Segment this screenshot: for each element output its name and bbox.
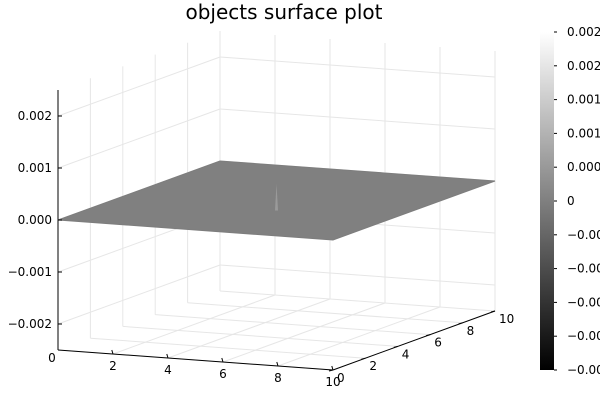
y-tick-label: 2: [369, 359, 377, 373]
y-tick-label: 4: [402, 347, 410, 361]
colorbar-tick-label: −0.0015: [567, 295, 600, 309]
floor-grid-line: [219, 290, 496, 312]
x-tick-mark: [331, 365, 334, 371]
x-axis-line: [57, 349, 334, 371]
y-tick-label: 6: [434, 336, 442, 350]
x-tick-label: 4: [164, 363, 172, 377]
y-tick-mark: [458, 322, 463, 325]
y-tick-mark: [361, 357, 366, 360]
colorbar-tick-label: −0.0005: [567, 228, 600, 242]
y-tick-label: 8: [467, 324, 475, 338]
back-wall-grid-line: [219, 56, 496, 78]
x-tick-label: 10: [325, 375, 340, 389]
y-tick-mark: [393, 345, 398, 348]
z-tick-label: 0.000: [18, 213, 52, 227]
back-wall-grid-line: [219, 264, 496, 286]
x-tick-label: 2: [109, 359, 117, 373]
surface: [57, 160, 496, 241]
colorbar-tick-label: 0.0015: [567, 93, 600, 107]
floor-grid-line: [122, 325, 398, 347]
x-tick-mark: [276, 361, 279, 367]
floor-grid-line: [155, 314, 431, 336]
floor-grid-line: [90, 337, 366, 359]
back-wall-grid-line: [219, 108, 496, 130]
x-origin-label: 0: [48, 351, 56, 365]
x-tick-label: 8: [274, 371, 282, 385]
floor-grid-line: [112, 294, 276, 355]
colorbar-tick-label: 0.0025: [567, 25, 600, 39]
surface-spike: [275, 184, 278, 211]
floor-grid-line: [167, 298, 331, 359]
y-tick-label: 10: [499, 312, 514, 326]
side-wall-grid-line: [57, 264, 221, 325]
x-tick-mark: [166, 353, 169, 359]
y-axis-ticks: 0 2 4 6 8 10: [328, 310, 514, 385]
z-axis-ticks: −0.002 −0.001 0.000 0.001 0.002: [8, 109, 62, 331]
side-wall-grid-line: [57, 56, 221, 117]
colorbar-tick-label: −0.0025: [567, 363, 600, 377]
colorbar-tick-label: 0.0005: [567, 160, 600, 174]
y-tick-label: 0: [337, 371, 345, 385]
z-tick-label: 0.002: [18, 109, 52, 123]
floor-grid-line: [277, 306, 441, 367]
colorbar-tick-label: 0: [567, 194, 575, 208]
floor-grid-line: [187, 302, 463, 324]
z-tick-label: 0.001: [18, 161, 52, 175]
y-tick-mark: [490, 310, 496, 313]
x-tick-label: 6: [219, 367, 227, 381]
x-axis-ticks: 2 4 6 8 10 0: [48, 349, 341, 389]
z-tick-label: −0.001: [8, 265, 52, 279]
side-wall-grid-line: [57, 108, 221, 169]
z-tick-label: −0.002: [8, 317, 52, 331]
y-tick-mark: [328, 369, 334, 372]
x-tick-mark: [111, 349, 114, 355]
y-tick-mark: [426, 334, 431, 337]
y-axis-line: [332, 310, 496, 371]
x-tick-mark: [221, 357, 224, 363]
colorbar: [540, 32, 554, 370]
chart-title: objects surface plot: [185, 0, 382, 24]
floor-grid-line: [222, 302, 386, 363]
